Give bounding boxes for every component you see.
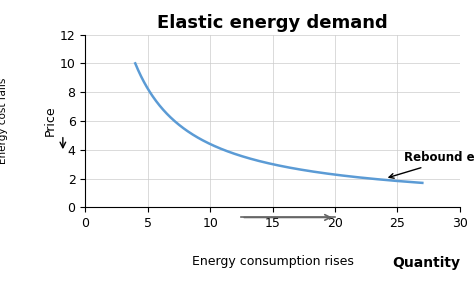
Text: Rebound effect: Rebound effect bbox=[389, 151, 474, 178]
Text: Energy cost falls: Energy cost falls bbox=[0, 78, 8, 164]
Title: Elastic energy demand: Elastic energy demand bbox=[157, 14, 388, 32]
Text: Quantity: Quantity bbox=[392, 256, 460, 270]
X-axis label: Energy consumption rises: Energy consumption rises bbox=[191, 255, 354, 268]
Y-axis label: Price: Price bbox=[44, 106, 57, 136]
